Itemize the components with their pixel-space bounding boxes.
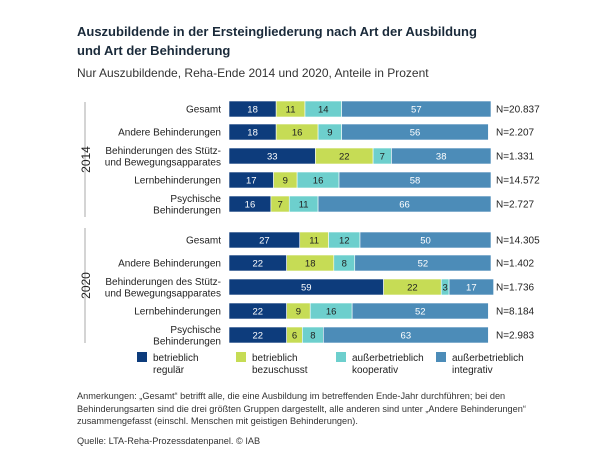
bar-value-label: 22 [407,283,418,294]
category-label: und Bewegungsapparates [105,157,221,168]
sample-size-label: N=8.184 [496,307,535,318]
bar-value-label: 57 [411,105,422,116]
category-label: und Bewegungsapparates [105,288,221,299]
chart-area: 2014 Gesamt 18 11 14 57 N=20.837 Andere Behinde… [79,100,540,376]
bar-value-label: 16 [326,307,337,318]
sample-size-label: N=14.572 [496,176,540,187]
bar-value-label: 52 [418,259,429,270]
category-label: Behinderungen des Stütz- [105,146,221,157]
bar-value-label: 7 [380,152,385,163]
bar-value-label: 58 [410,176,421,187]
bar-segment [317,195,492,213]
legend-swatch [137,352,147,362]
bar-segment [341,100,492,118]
bar-value-label: 22 [253,259,264,270]
legend-label: integrativ [452,365,493,376]
legend-label: betrieblich [153,353,199,364]
bar-value-label: 8 [310,331,315,342]
legend-swatch [336,352,346,362]
bar-value-label: 16 [292,128,303,139]
sample-size-label: N=2.983 [496,331,535,342]
sample-size-label: N=1.736 [496,283,535,294]
category-label: Lernbehinderungen [134,307,221,318]
bar-segment [448,278,494,296]
legend-label: außerbetrieblich [352,353,424,364]
bar-value-label: 11 [299,200,309,211]
category-label: Andere Behinderungen [118,128,221,139]
year-label-2020: 2020 [79,272,93,299]
bar-value-label: 18 [247,105,258,116]
bar-value-label: 52 [415,307,426,318]
bar-value-label: 22 [253,331,264,342]
legend-swatch [436,352,446,362]
category-label: Andere Behinderungen [118,259,221,270]
bar-value-label: 3 [443,283,448,294]
bar-value-label: 17 [466,283,477,294]
bar-segment [351,302,489,320]
bar-value-label: 9 [283,176,288,187]
bar-value-label: 66 [399,200,410,211]
sample-size-label: N=2.727 [496,200,535,211]
sample-size-label: N=2.207 [496,128,535,139]
bar-value-label: 9 [327,128,332,139]
legend-label: betrieblich [252,353,298,364]
chart-notes: Anmerkungen: „Gesamt“ betrifft alle, die… [77,391,526,426]
bar-value-label: 14 [318,105,329,116]
bar-value-label: 16 [313,176,324,187]
bar-value-label: 63 [401,331,412,342]
bar-value-label: 17 [246,176,257,187]
chart-subtitle: Nur Auszubildende, Reha-Ende 2014 und 20… [77,66,429,80]
bar-value-label: 11 [309,236,319,247]
year-label-2014: 2014 [79,146,93,173]
category-label: Behinderungen [153,336,221,347]
bar-value-label: 33 [267,152,278,163]
bar-value-label: 12 [339,236,350,247]
legend-label: außerbetrieblich [452,353,524,364]
bar-segment [338,171,492,189]
category-label: Lernbehinderungen [134,176,221,187]
bar-value-label: 22 [253,307,264,318]
sample-size-label: N=14.305 [496,236,540,247]
category-label: Behinderungen des Stütz- [105,277,221,288]
bar-segment [354,254,492,272]
category-label: Behinderungen [153,205,221,216]
bar-value-label: 18 [247,128,258,139]
category-label: Gesamt [186,236,221,247]
bar-segment [341,123,489,141]
bar-value-label: 16 [245,200,256,211]
legend-label: bezuschusst [252,365,308,376]
legend-label: regulär [153,365,185,376]
bar-value-label: 38 [436,152,447,163]
bar-value-label: 11 [286,105,296,116]
category-label: Gesamt [186,105,221,116]
bar-value-label: 56 [410,128,421,139]
chart-title: Auszubildende in der Ersteingliederung n… [77,24,477,58]
bar-segment [359,231,492,249]
bar-value-label: 6 [292,331,297,342]
bar-value-label: 22 [339,152,350,163]
legend-label: kooperativ [352,365,398,376]
bar-value-label: 50 [420,236,431,247]
sample-size-label: N=1.331 [496,152,535,163]
bar-segment [391,147,492,165]
sample-size-label: N=1.402 [496,259,535,270]
bar-value-label: 8 [342,259,347,270]
category-label: Psychische [170,194,221,205]
bar-value-label: 9 [296,307,301,318]
bar-value-label: 7 [277,200,282,211]
bar-value-label: 18 [305,259,316,270]
category-label: Psychische [170,325,221,336]
bar-segment [323,326,489,344]
legend-swatch [236,352,246,362]
bar-value-label: 27 [259,236,270,247]
sample-size-label: N=20.837 [496,105,540,116]
chart-source: Quelle: LTA-Reha-Prozessdatenpanel. © IA… [77,436,261,446]
bar-value-label: 59 [301,283,312,294]
